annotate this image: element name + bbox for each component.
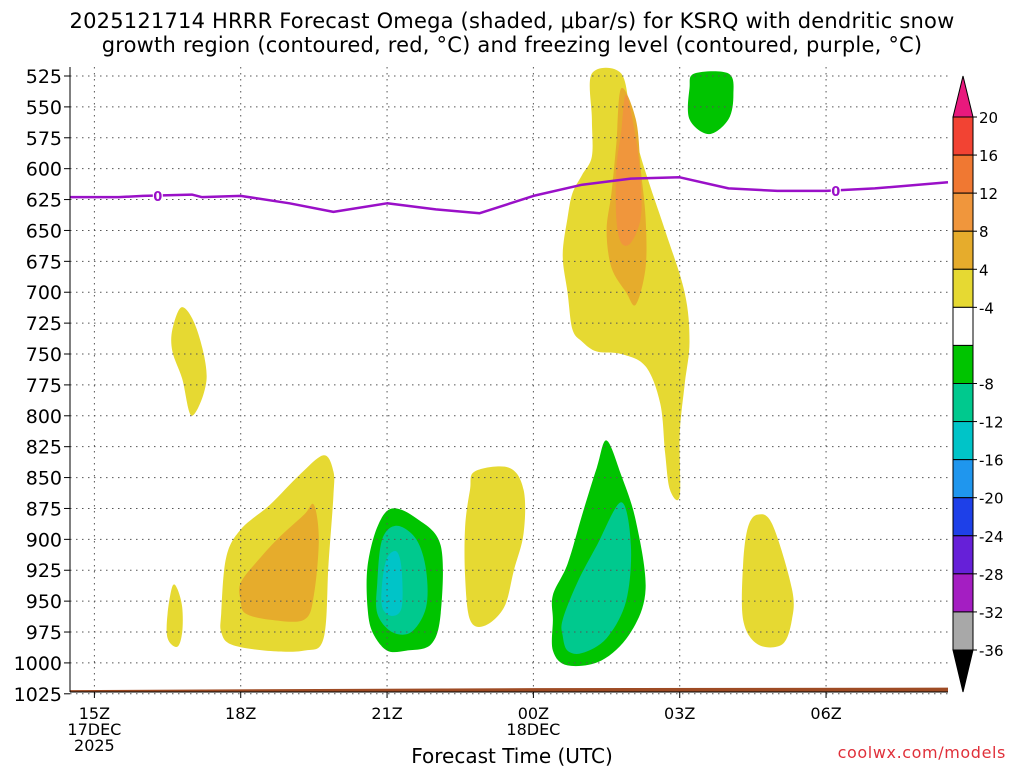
colorbar-swatch <box>952 573 974 613</box>
y-tick-label: 800 <box>26 406 62 428</box>
x-tick-label: 03Z <box>664 704 695 723</box>
colorbar-label: -32 <box>979 604 1004 622</box>
y-tick-label: 925 <box>26 560 62 582</box>
y-tick-label: 850 <box>26 468 62 490</box>
colorbar-label: -16 <box>979 452 1004 470</box>
colorbar-swatch <box>952 421 974 461</box>
colorbar-swatch <box>952 116 974 156</box>
colorbar-label: 12 <box>979 185 998 203</box>
omega-region-15 <box>687 71 734 135</box>
y-tick-label: 725 <box>26 313 62 335</box>
chart-title-line-2: growth region (contoured, red, °C) and f… <box>101 33 923 57</box>
colorbar-label: -4 <box>979 299 994 317</box>
grid <box>70 67 948 695</box>
colorbar-swatch <box>952 268 974 308</box>
y-tick-label: 975 <box>26 622 62 644</box>
omega-region-7 <box>381 551 403 616</box>
freezing-level-label: 0 <box>153 190 162 205</box>
colorbar-label: -24 <box>979 528 1004 546</box>
y-tick-label: 775 <box>26 375 62 397</box>
x-tick-label: 18Z <box>225 704 256 723</box>
colorbar-label: 16 <box>979 147 998 165</box>
colorbar-label: -8 <box>979 376 994 394</box>
x-tick-label: 18DEC <box>506 720 560 739</box>
ground-fill <box>70 687 948 692</box>
colorbar-label: -20 <box>979 490 1004 508</box>
y-tick-label: 1000 <box>14 653 62 675</box>
x-axis-label: Forecast Time (UTC) <box>411 744 613 768</box>
colorbar-arrow-bottom <box>952 649 974 693</box>
freezing-level-line <box>70 176 949 215</box>
colorbar-swatch <box>952 535 974 575</box>
freezing-level-label-bg <box>152 188 163 203</box>
y-tick-label: 1025 <box>14 684 62 706</box>
colorbar-label: 20 <box>979 109 998 127</box>
colorbar-arrow-top <box>952 75 974 118</box>
x-tick-label: 00Z <box>518 704 549 723</box>
y-tick-label: 750 <box>26 344 62 366</box>
y-tick-label: 650 <box>26 220 62 242</box>
y-tick-label: 700 <box>26 282 62 304</box>
y-tick-label: 900 <box>26 529 62 551</box>
colorbar-swatch <box>952 344 974 384</box>
colorbar-label: -12 <box>979 414 1004 432</box>
y-tick-label: 575 <box>26 128 62 150</box>
credit-text: coolwx.com/models <box>837 743 1006 762</box>
omega-region-4 <box>239 503 319 622</box>
omega-region-16 <box>741 514 794 648</box>
omega-shading <box>166 67 794 667</box>
x-tick-label: 2025 <box>74 736 115 755</box>
y-tick-label: 875 <box>26 498 62 520</box>
y-tick-label: 825 <box>26 437 62 459</box>
colorbar-swatch <box>952 306 974 346</box>
colorbar-label: 4 <box>979 261 989 279</box>
omega-region-1 <box>166 584 183 647</box>
y-tick-label: 525 <box>26 66 62 88</box>
colorbar-label: 8 <box>979 223 989 241</box>
omega-region-8 <box>464 466 526 627</box>
x-tick-label: 17DEC <box>67 720 121 739</box>
x-tick-label: 21Z <box>371 704 402 723</box>
omega-region-14 <box>615 94 642 246</box>
colorbar-swatch <box>952 611 974 651</box>
colorbar-swatch <box>952 459 974 499</box>
colorbar-swatch <box>952 154 974 194</box>
freezing-level-label-bg <box>830 183 841 198</box>
colorbar-label: -36 <box>979 642 1004 660</box>
y-tick-label: 600 <box>26 159 62 181</box>
colorbar-swatch <box>952 497 974 537</box>
colorbar: 20 16 12 8 4 -4 -8 -12 -16 -20 -24 -28 -32 -36 <box>952 75 1004 693</box>
omega-region-11 <box>570 574 622 645</box>
x-tick-label: 06Z <box>810 704 841 723</box>
chart-title-line-1: 2025121714 HRRR Forecast Omega (shaded, … <box>69 9 955 33</box>
y-tick-label: 550 <box>26 97 62 119</box>
colorbar-swatch <box>952 230 974 270</box>
y-tick-label: 950 <box>26 591 62 613</box>
colorbar-swatch <box>952 192 974 232</box>
omega-region-2 <box>171 307 207 416</box>
colorbar-label: -28 <box>979 566 1004 584</box>
x-tick-label: 15Z <box>79 704 110 723</box>
colorbar-swatch <box>952 383 974 423</box>
freezing-level-label: 0 <box>831 185 840 200</box>
y-tick-label: 675 <box>26 251 62 273</box>
y-tick-label: 625 <box>26 190 62 212</box>
